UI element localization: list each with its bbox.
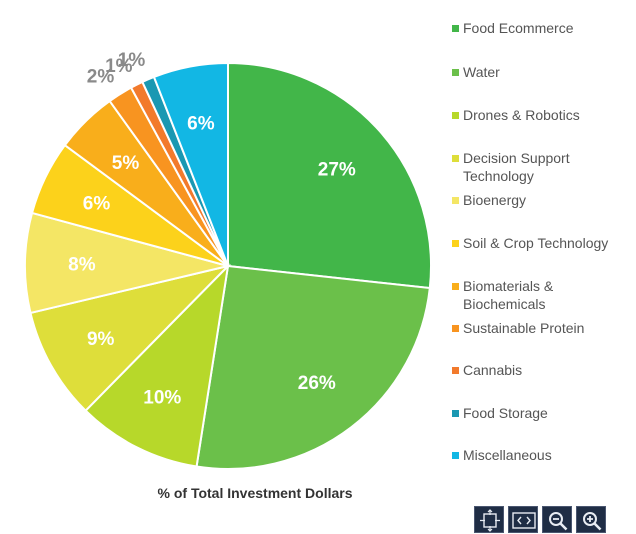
legend-label: Food Storage — [463, 405, 548, 421]
pie-slice[interactable] — [84, 263, 230, 468]
slice-value-label: 6% — [187, 113, 215, 134]
slice-value-label: 9% — [87, 329, 115, 350]
legend-label: Bioenergy — [463, 192, 527, 208]
slice-value-label: 1% — [105, 56, 133, 77]
pie-chart: 27%26%10%9%8%6%5%2%1%1%6% — [24, 50, 432, 470]
slice-value-label: 6% — [83, 193, 111, 214]
legend-label: Water — [463, 64, 500, 80]
slice-value-label: 8% — [68, 255, 96, 276]
legend-swatch — [452, 69, 459, 76]
slice-value-label: 27% — [318, 159, 356, 180]
legend-label: Cannabis — [463, 362, 523, 378]
legend-label: Soil & Crop Technology — [463, 235, 609, 251]
legend-label: Miscellaneous — [463, 447, 552, 463]
legend-swatch — [452, 25, 459, 32]
slice-value-label: 5% — [112, 153, 140, 174]
pie-slice[interactable] — [152, 61, 229, 267]
fit-width-button[interactable] — [508, 506, 538, 533]
legend-swatch — [452, 112, 459, 119]
legend-swatch — [452, 240, 459, 247]
legend-label: Sustainable Protein — [463, 320, 585, 336]
legend-label: Drones & Robotics — [463, 107, 580, 123]
legend-swatch — [452, 197, 459, 204]
legend-swatch — [452, 452, 459, 459]
fullscreen-expand-button[interactable] — [474, 506, 504, 533]
legend-swatch — [452, 367, 459, 374]
legend-swatch — [452, 410, 459, 417]
legend-swatch — [452, 325, 459, 332]
slice-value-label: 10% — [143, 388, 181, 409]
pie-slice[interactable] — [24, 211, 229, 315]
pie-slice[interactable] — [227, 61, 432, 290]
slice-value-label: 1% — [118, 50, 146, 71]
slice-value-label: 26% — [298, 373, 336, 394]
slice-value-label: 2% — [87, 66, 115, 87]
pie-slice[interactable] — [195, 264, 431, 470]
zoom-in-button[interactable] — [576, 506, 606, 533]
legend-swatch — [452, 155, 459, 162]
chart-caption: % of Total Investment Dollars — [157, 485, 353, 501]
legend-label: Food Ecommerce — [463, 20, 574, 36]
legend-label: Decision Support Technology — [463, 150, 570, 184]
legend-swatch — [452, 283, 459, 290]
legend-label: Biomaterials & Biochemicals — [463, 278, 554, 312]
zoom-out-button[interactable] — [542, 506, 572, 533]
